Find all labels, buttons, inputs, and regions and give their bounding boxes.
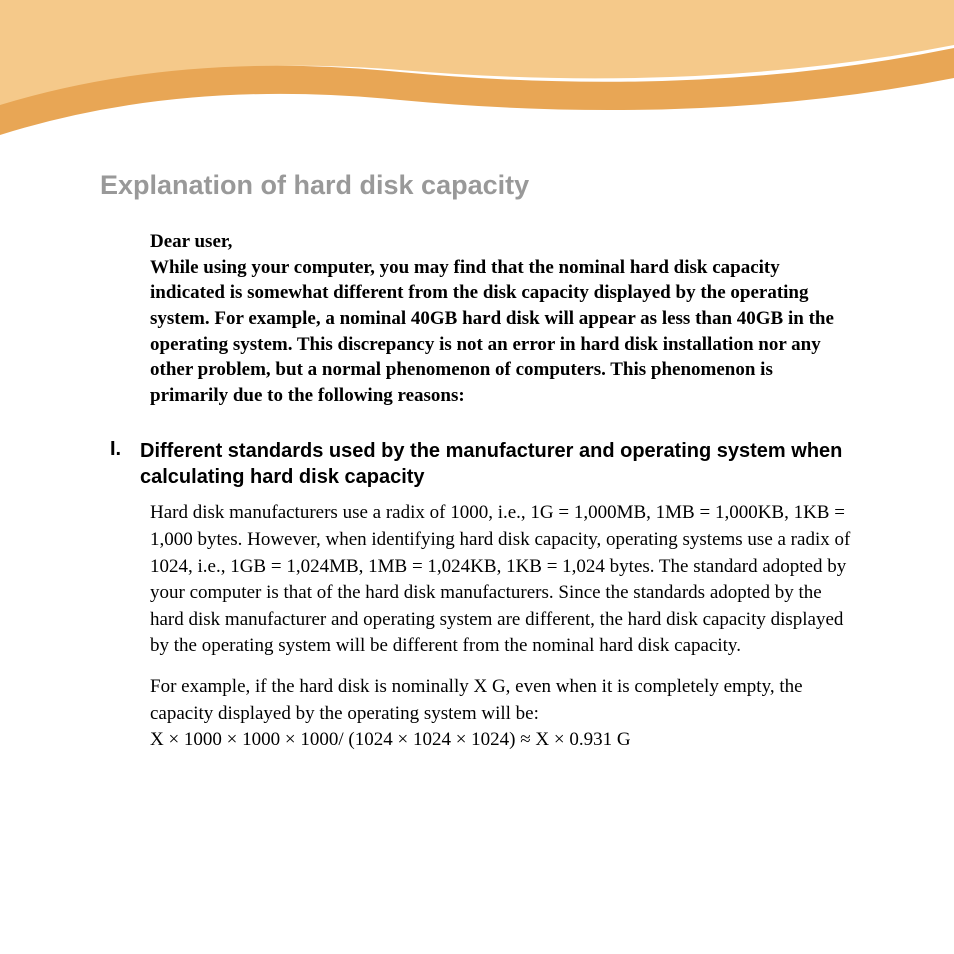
section-heading: Different standards used by the manufact…	[140, 438, 854, 490]
header-wave-decoration	[0, 0, 954, 140]
section-1: I. Different standards used by the manuf…	[110, 438, 854, 753]
document-content: Explanation of hard disk capacity Dear u…	[100, 170, 854, 768]
page-title: Explanation of hard disk capacity	[100, 170, 854, 201]
section-number: I.	[110, 438, 140, 461]
intro-paragraph: Dear user,While using your computer, you…	[150, 229, 854, 408]
section-paragraph-1: Hard disk manufacturers use a radix of 1…	[150, 500, 854, 660]
section-paragraph-2: For example, if the hard disk is nominal…	[150, 674, 854, 754]
